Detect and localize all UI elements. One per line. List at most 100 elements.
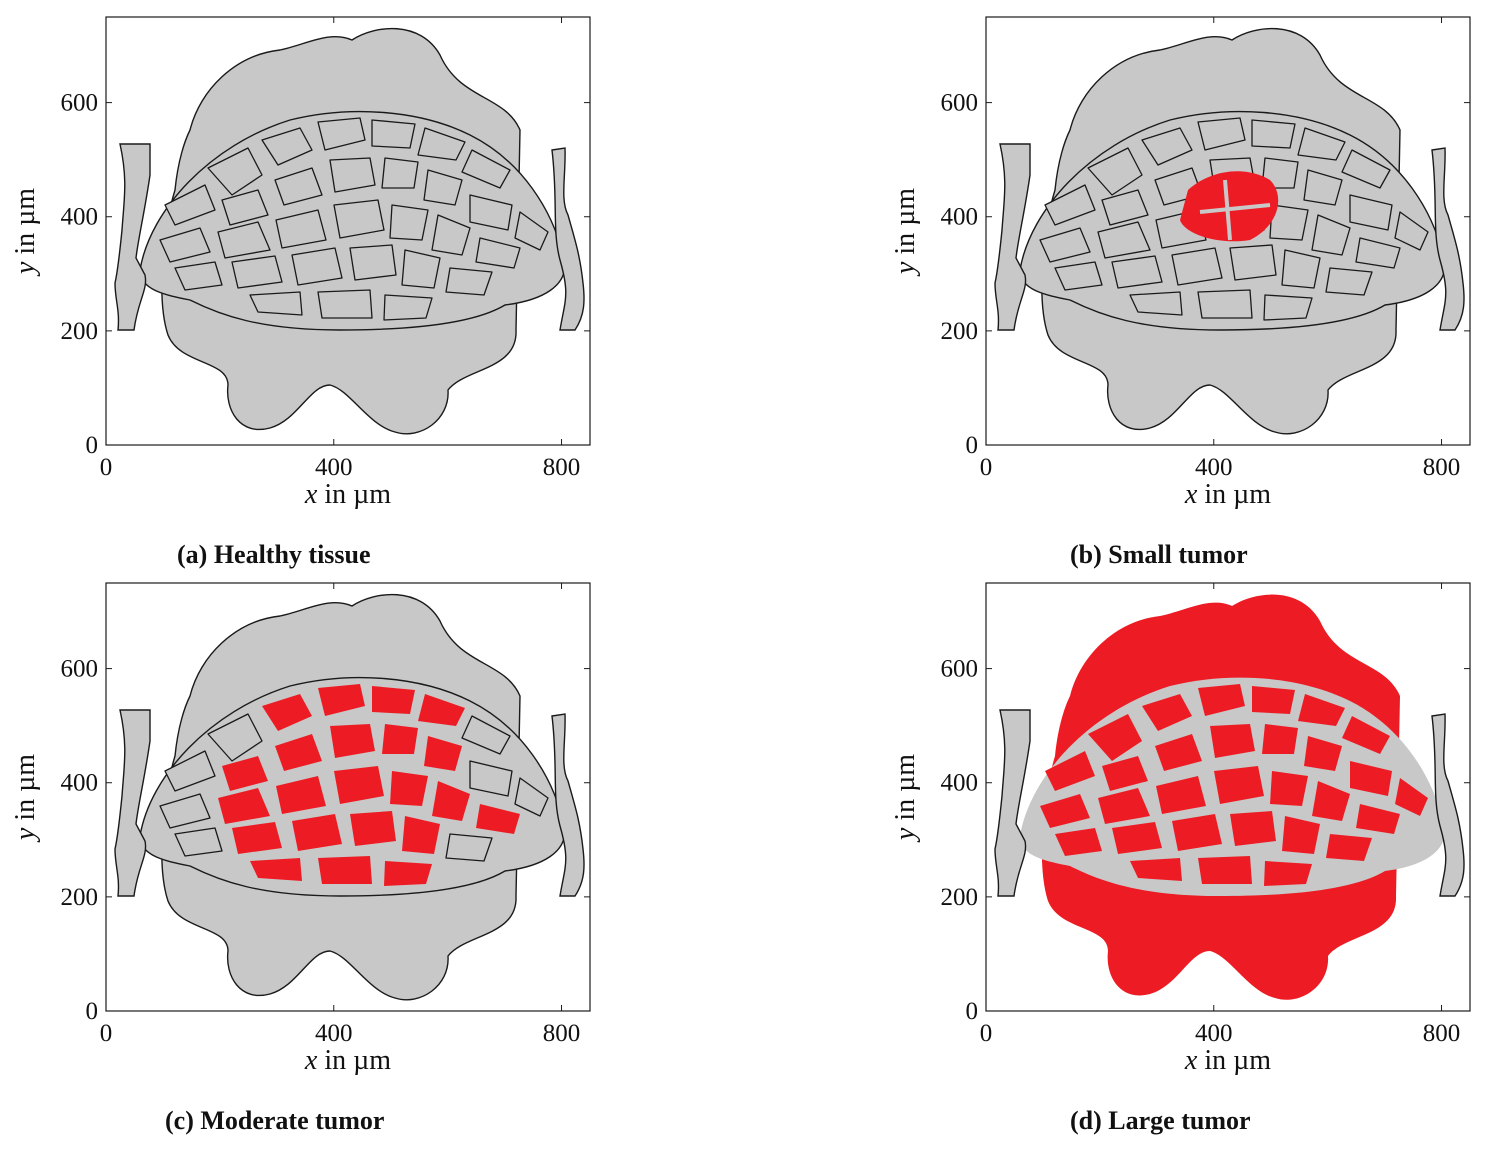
panel-d: 0 400 800 0 200 400 600 x in µm y in µm (d) Larg… <box>880 566 1492 1135</box>
network-cell <box>432 781 470 821</box>
network-cell <box>1197 117 1246 151</box>
network-cell <box>423 169 463 206</box>
plot-c: 0 400 800 0 200 400 600 x in µm y in µm <box>10 582 591 1076</box>
network-cell <box>1356 804 1400 834</box>
network-cell <box>159 793 211 829</box>
network-cell <box>1229 244 1277 281</box>
right-vessel <box>1431 147 1465 331</box>
network-cell <box>1198 684 1245 716</box>
network-cell <box>1281 249 1321 289</box>
network-cell <box>275 734 322 771</box>
network-cell <box>445 833 493 862</box>
network-cell <box>1102 756 1148 791</box>
network-cell <box>1045 751 1095 791</box>
network-cell <box>469 194 513 231</box>
network-cell <box>207 147 263 196</box>
y-axis-label: y in µm <box>10 188 41 277</box>
network-cell <box>1264 861 1312 886</box>
x-tick-label: 400 <box>1195 454 1233 481</box>
network-cell <box>1141 127 1193 166</box>
network-cell <box>1326 834 1372 861</box>
network-cell <box>249 291 303 316</box>
left-vessel <box>114 143 151 331</box>
right-vessel <box>1431 713 1465 897</box>
network-cell <box>1039 227 1091 263</box>
network-cell <box>1312 781 1350 821</box>
network-cell <box>384 861 432 886</box>
plot-frame <box>985 16 1471 446</box>
y-tick-label: 400 <box>61 204 99 231</box>
network-cell <box>1055 828 1102 856</box>
y-tick-label: 200 <box>941 884 979 911</box>
network-cell <box>1172 814 1222 851</box>
panel-b: 0 400 800 0 200 400 600 x in µm y in µm (b) Smal… <box>880 0 1492 569</box>
y-tick-label: 0 <box>966 998 979 1025</box>
y-tick-label: 600 <box>61 656 99 683</box>
network-cell <box>334 766 384 804</box>
y-tick-label: 0 <box>86 998 99 1025</box>
vessel-segment <box>1223 179 1232 241</box>
x-tick-label: 0 <box>980 454 993 481</box>
network-cell <box>164 184 216 226</box>
y-tick-label: 200 <box>941 318 979 345</box>
network-cell <box>383 294 433 321</box>
network-cell <box>401 249 441 289</box>
network-cell <box>424 736 462 771</box>
network-cell <box>1341 149 1391 189</box>
network-cell <box>1303 169 1343 206</box>
x-tick-label: 400 <box>1195 1020 1233 1047</box>
network-cell <box>274 167 323 206</box>
caption-a: (a) Healthy tissue <box>177 540 371 569</box>
caption-b: (b) Small tumor <box>1070 540 1248 569</box>
network-cell <box>1112 822 1162 854</box>
network-cell <box>1054 261 1103 291</box>
network-cell <box>1111 255 1163 289</box>
network-cell <box>292 814 342 851</box>
y-tick-label: 600 <box>941 90 979 117</box>
network-cell <box>174 827 223 857</box>
network-cell <box>1350 761 1392 796</box>
network-cell <box>1101 189 1149 226</box>
x-tick-label: 800 <box>1423 1020 1461 1047</box>
network-cell <box>159 227 211 263</box>
network-cell <box>330 724 375 758</box>
network-cell <box>1342 716 1390 754</box>
network-cell <box>317 117 366 151</box>
network-cell <box>1098 788 1150 824</box>
network-cell <box>1087 147 1143 196</box>
plot-a: 0 400 800 0 200 400 600 x in µm y in µm <box>10 16 591 510</box>
vessel-segment <box>1199 203 1271 214</box>
network-cell <box>329 157 376 193</box>
network-cell <box>232 822 282 854</box>
network-cell <box>476 804 520 834</box>
network-cell <box>514 211 549 251</box>
network-cell <box>514 777 549 817</box>
network-cell <box>1304 736 1342 771</box>
network-cell <box>318 684 365 716</box>
network-cell <box>382 724 418 754</box>
x-tick-label: 400 <box>315 454 353 481</box>
network-cell <box>371 119 416 149</box>
left-vessel <box>994 709 1031 897</box>
x-tick-label: 0 <box>980 1020 993 1047</box>
y-tick-label: 400 <box>941 770 979 797</box>
network-cell <box>317 289 373 319</box>
network-cell <box>402 816 440 854</box>
network-cell <box>1142 694 1192 731</box>
x-tick-label: 800 <box>1423 454 1461 481</box>
network-cell <box>1349 194 1393 231</box>
network-cell <box>318 856 372 884</box>
network-cell <box>475 237 521 269</box>
network-cell <box>174 261 223 291</box>
network-cell <box>1394 211 1429 251</box>
network-cell <box>1171 247 1223 286</box>
left-vessel <box>114 709 151 897</box>
plot-frame <box>105 582 591 1012</box>
network-cell <box>217 221 271 259</box>
x-tick-label: 400 <box>315 1020 353 1047</box>
panel-a: 0 400 800 0 200 400 600 x in µm y in µm (a) Heal… <box>0 0 680 569</box>
network-cell <box>350 811 396 846</box>
network-cell <box>1262 724 1298 754</box>
x-tick-label: 0 <box>100 454 113 481</box>
network-cell <box>250 858 302 881</box>
